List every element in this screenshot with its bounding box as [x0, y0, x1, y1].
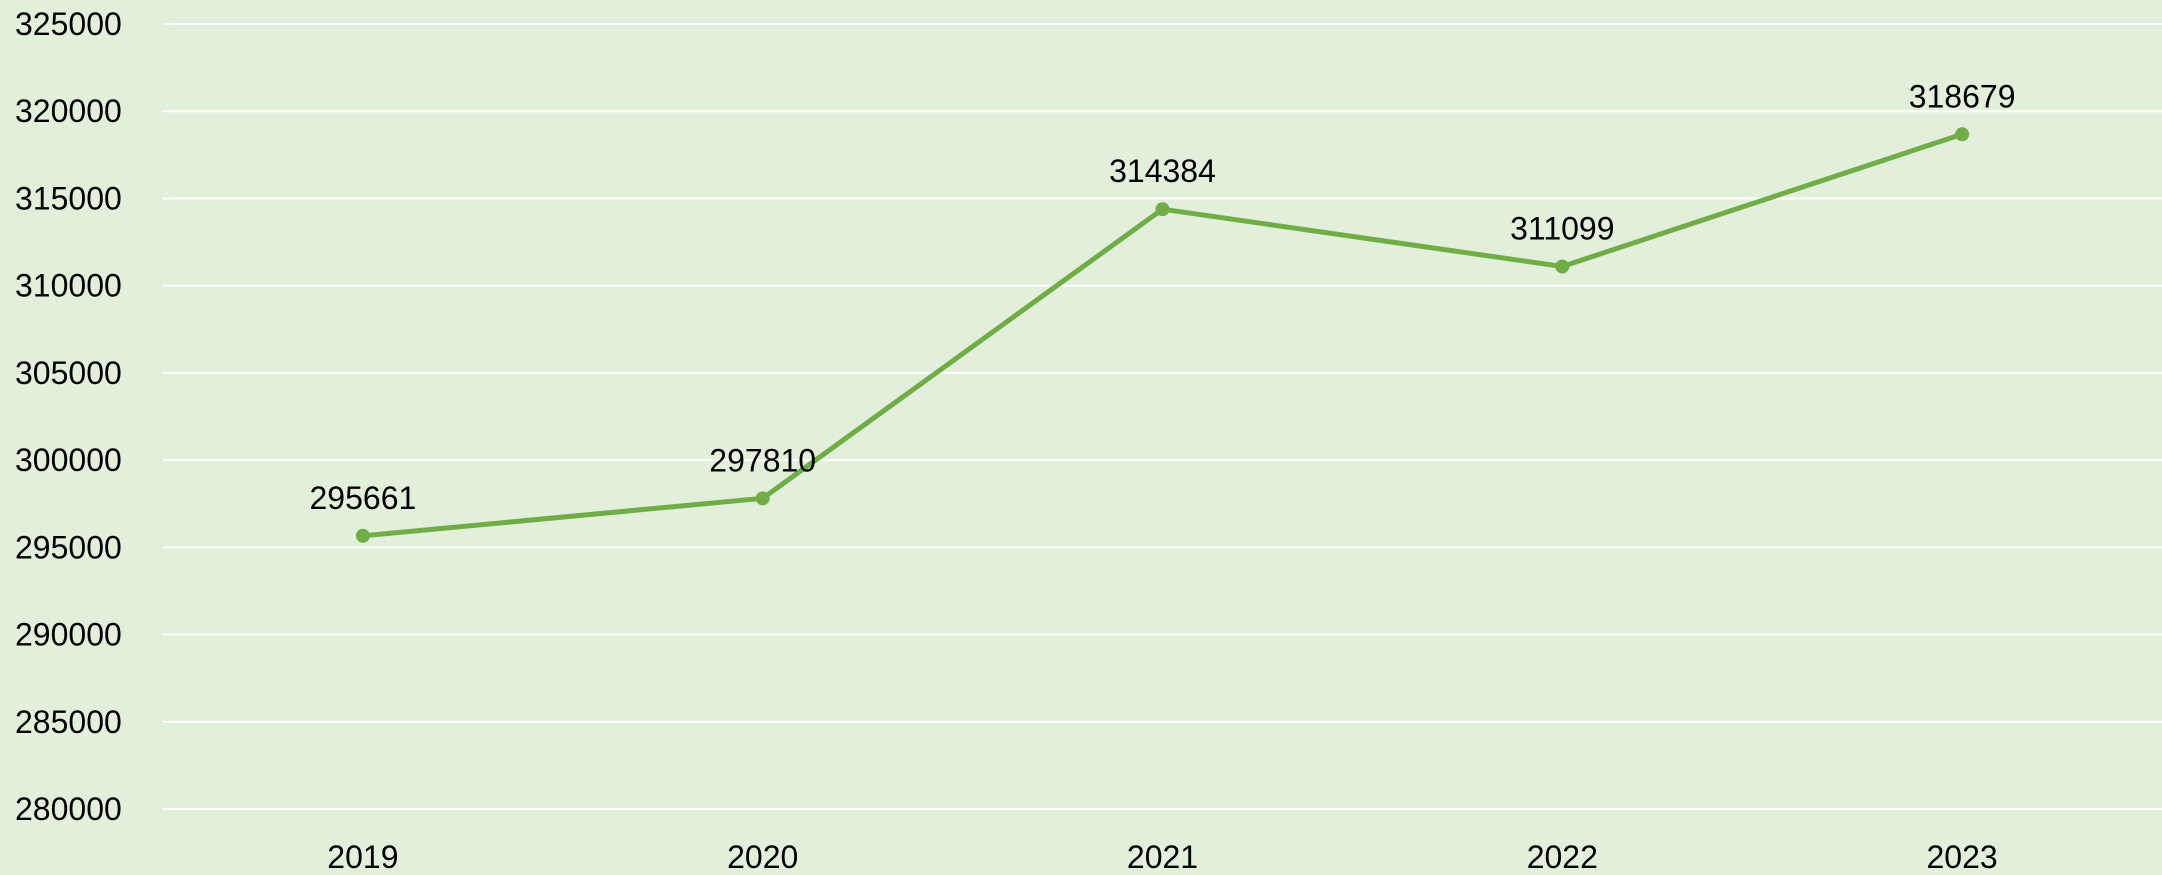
gridlines	[163, 23, 2162, 810]
y-tick-label: 320000	[15, 93, 122, 129]
y-tick-label: 300000	[15, 442, 122, 478]
data-label: 297810	[709, 442, 816, 478]
y-tick-label: 295000	[15, 529, 122, 565]
y-tick-label: 305000	[15, 355, 122, 391]
data-label: 295661	[310, 480, 417, 516]
y-tick-label: 325000	[15, 6, 122, 42]
x-tick-label: 2019	[327, 839, 398, 875]
data-label: 318679	[1909, 78, 2016, 114]
y-tick-label: 285000	[15, 704, 122, 740]
data-label: 314384	[1109, 153, 1216, 189]
x-tick-label: 2020	[727, 839, 798, 875]
y-tick-label: 290000	[15, 617, 122, 653]
y-tick-label: 315000	[15, 180, 122, 216]
data-point	[1155, 202, 1170, 217]
y-tick-label: 310000	[15, 268, 122, 304]
x-tick-label: 2021	[1127, 839, 1198, 875]
y-tick-label: 280000	[15, 791, 122, 827]
data-label: 311099	[1510, 210, 1614, 246]
series	[355, 127, 1970, 543]
x-axis: 2019 2020 2021 2022 2023	[327, 839, 1997, 875]
data-point	[755, 491, 770, 506]
x-tick-label: 2022	[1527, 839, 1598, 875]
series-line	[360, 131, 1965, 539]
data-point	[355, 528, 370, 543]
data-point	[1955, 127, 1970, 142]
data-labels: 295661 297810 314384 311099 318679	[310, 78, 2016, 516]
y-axis: 280000 285000 290000 295000 300000 305000 3100…	[15, 6, 122, 827]
x-tick-label: 2023	[1927, 839, 1998, 875]
data-point	[1555, 259, 1570, 274]
